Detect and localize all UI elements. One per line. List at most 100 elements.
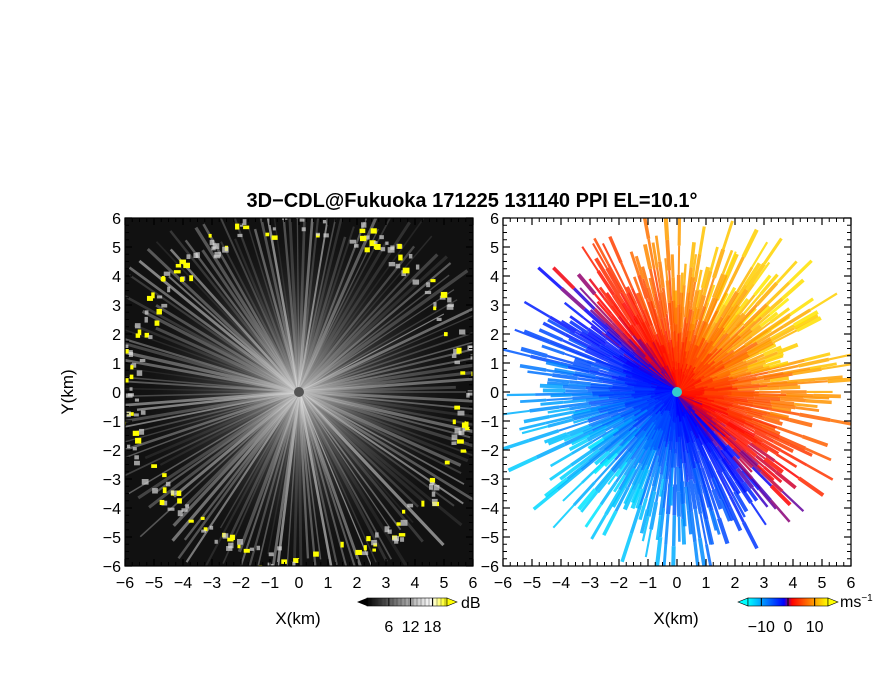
reflectivity-echo: [257, 546, 261, 550]
reflectivity-echo: [426, 282, 430, 287]
velocity-beam-segment: [507, 395, 535, 396]
reflectivity-echo: [181, 508, 187, 512]
reflectivity-strong-echo: [138, 329, 142, 335]
reflectivity-echo: [437, 318, 442, 321]
velocity-colorbar-unit: ms−1: [840, 593, 873, 611]
reflectivity-strong-echo: [399, 533, 405, 536]
reflectivity-echo: [145, 310, 149, 314]
reflectivity-echo: [361, 551, 368, 555]
reflectivity-x-tick-label: 0: [295, 575, 304, 592]
velocity-x-tick-label: 1: [702, 575, 711, 592]
reflectivity-echo: [166, 482, 171, 487]
reflectivity-echo: [273, 227, 276, 230]
reflectivity-echo: [237, 234, 242, 237]
reflectivity-echo: [350, 240, 356, 244]
reflectivity-strong-echo: [174, 270, 181, 273]
reflectivity-strong-echo: [371, 228, 377, 233]
reflectivity-echo: [381, 247, 385, 251]
velocity-beam-segment: [563, 387, 586, 388]
reflectivity-echo: [400, 537, 404, 542]
reflectivity-x-tick-label: −4: [174, 575, 192, 592]
velocity-beam-segment: [669, 303, 671, 325]
reflectivity-colorbar-bar: [367, 598, 447, 606]
velocity-x-tick-label: −2: [610, 575, 628, 592]
reflectivity-strong-echo: [135, 438, 141, 444]
reflectivity-x-tick-label: −3: [203, 575, 221, 592]
reflectivity-echo: [409, 254, 412, 259]
reflectivity-y-tick-label: −3: [103, 472, 121, 489]
velocity-beam-segment: [684, 504, 685, 526]
velocity-beam-segment: [806, 401, 832, 403]
reflectivity-echo: [134, 413, 139, 416]
velocity-beam-segment: [814, 396, 841, 397]
reflectivity-strong-echo: [460, 371, 465, 374]
velocity-colorbar-tick-label: 10: [806, 619, 824, 636]
velocity-beam-segment: [551, 395, 572, 396]
reflectivity-strong-echo: [133, 431, 139, 436]
reflectivity-echo: [323, 220, 326, 223]
reflectivity-echo: [452, 354, 457, 358]
velocity-beam-segment: [739, 389, 760, 390]
velocity-x-tick-label: −3: [581, 575, 599, 592]
reflectivity-y-tick-label: −4: [103, 501, 121, 518]
velocity-beam-segment: [704, 393, 731, 394]
reflectivity-strong-echo: [372, 549, 376, 552]
velocity-beam-segment: [540, 402, 563, 404]
velocity-y-tick-label: 2: [490, 327, 499, 344]
velocity-beam-segment: [682, 482, 683, 504]
reflectivity-strong-echo: [209, 234, 212, 238]
reflectivity-strong-echo: [130, 365, 133, 369]
velocity-beam-segment: [548, 380, 570, 382]
reflectivity-colorbar-unit: dB: [461, 595, 481, 612]
reflectivity-echo: [137, 370, 142, 376]
velocity-colorbar-tick-label: 0: [784, 619, 793, 636]
reflectivity-echo: [133, 447, 137, 450]
velocity-y-tick-label: −6: [481, 559, 499, 576]
velocity-colorbar-min-arrow: [738, 598, 748, 606]
reflectivity-y-tick-label: 4: [112, 269, 121, 286]
reflectivity-echo: [130, 387, 133, 391]
reflectivity-echo: [164, 272, 171, 276]
velocity-beam-segment: [569, 382, 591, 384]
reflectivity-strong-echo: [201, 517, 205, 520]
velocity-colorbar-tick-label: −10: [748, 619, 775, 636]
reflectivity-x-tick-label: 3: [382, 575, 391, 592]
velocity-beam-segment: [681, 293, 682, 313]
reflectivity-strong-echo: [227, 538, 233, 542]
reflectivity-strong-echo: [189, 520, 194, 523]
reflectivity-colorbar-tick-label: 18: [424, 619, 442, 636]
reflectivity-echo: [126, 394, 133, 398]
velocity-beam-segment: [563, 400, 586, 402]
velocity-x-tick-label: 5: [818, 575, 827, 592]
reflectivity-echo: [243, 219, 247, 225]
reflectivity-echo: [432, 492, 435, 497]
velocity-beam-segment: [759, 394, 786, 395]
reflectivity-colorbar-tick-label: 6: [384, 619, 393, 636]
reflectivity-echo: [186, 254, 190, 259]
reflectivity-echo: [385, 242, 388, 245]
reflectivity-x-tick-label: 4: [411, 575, 420, 592]
velocity-x-tick-label: −4: [552, 575, 570, 592]
velocity-beam-segment: [667, 240, 669, 270]
reflectivity-echo: [228, 543, 233, 549]
velocity-y-tick-label: −3: [481, 472, 499, 489]
velocity-beam-segment: [732, 393, 759, 394]
reflectivity-echo: [145, 317, 148, 323]
velocity-beam-segment: [572, 394, 593, 395]
reflectivity-echo: [316, 233, 320, 236]
reflectivity-strong-echo: [160, 500, 165, 505]
reflectivity-echo: [139, 429, 144, 435]
reflectivity-echo: [161, 304, 167, 308]
reflectivity-x-tick-label: 2: [353, 575, 362, 592]
reflectivity-x-axis-label: X(km): [275, 609, 320, 628]
velocity-x-tick-label: 2: [731, 575, 740, 592]
velocity-y-tick-label: 4: [490, 269, 499, 286]
velocity-x-tick-label: −1: [639, 575, 657, 592]
reflectivity-echo: [210, 526, 213, 530]
reflectivity-strong-echo: [461, 449, 467, 452]
reflectivity-echo: [214, 255, 221, 258]
reflectivity-strong-echo: [341, 542, 344, 548]
reflectivity-echo: [434, 485, 440, 490]
